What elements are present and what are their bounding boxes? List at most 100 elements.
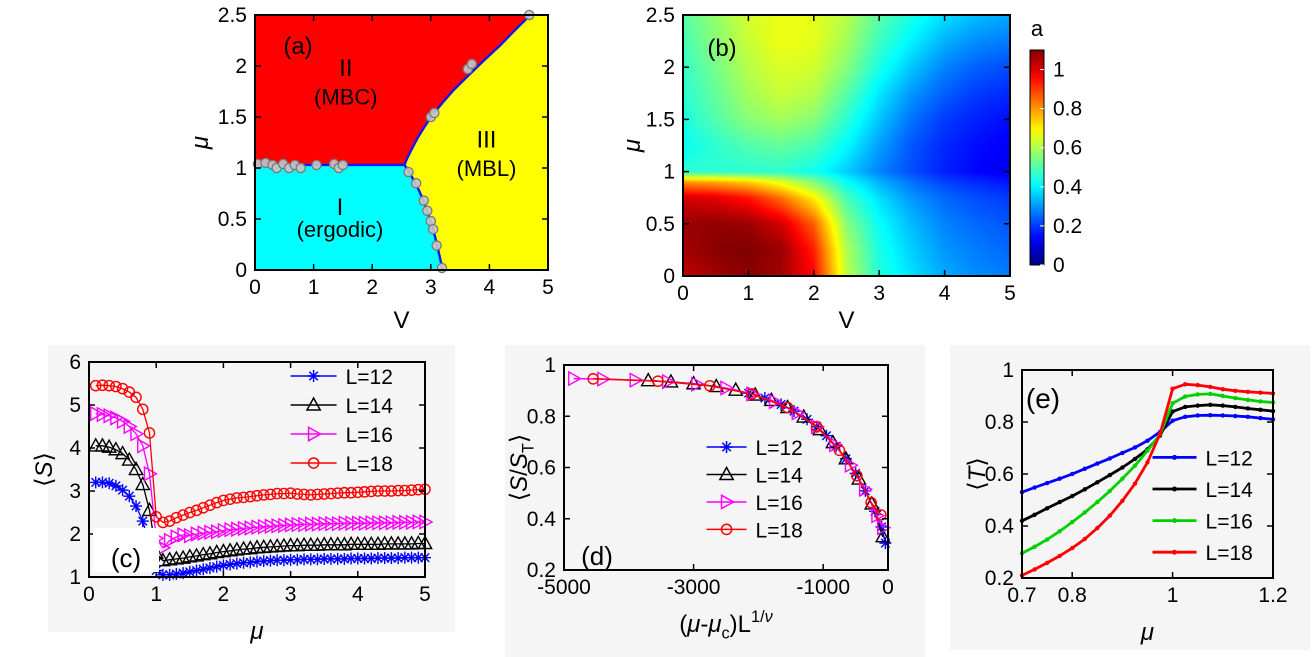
- y-tick-label: 1: [1002, 359, 1014, 382]
- y-tick-label: 0.5: [646, 213, 675, 236]
- y-tick-label: 0.2: [985, 567, 1014, 590]
- panel-letter: (c): [111, 543, 141, 573]
- y-tick-label: 1.5: [646, 108, 675, 131]
- x-tick-label: -3000: [667, 576, 721, 599]
- legend-label: L=14: [1206, 479, 1254, 502]
- axes: 0 1 2 3 4 5 0 0.5 1 1.5 2 2.5: [218, 4, 554, 299]
- legend-label: L=16: [1206, 511, 1253, 534]
- colorbar-tick-label: 0.2: [1053, 215, 1082, 238]
- phase-regions: [255, 15, 548, 270]
- transition-points: [252, 9, 535, 274]
- y-tick-label: 0: [663, 265, 675, 288]
- legend-label: L=14: [756, 464, 804, 487]
- x-tick-label: 3: [425, 276, 437, 299]
- legend: L=12 L=14 L=16 L=18: [1152, 447, 1254, 565]
- colorbar-title: a: [1031, 16, 1044, 41]
- y-axis-label: μ: [187, 136, 214, 150]
- axes: 0.7 0.8 1 1.2 0.2 0.4 0.6 0.8 1: [985, 359, 1288, 607]
- x-tick-label: 5: [1004, 282, 1016, 305]
- series-group: [1019, 382, 1276, 578]
- heatmap-canvas: [683, 15, 1010, 276]
- panel-letter: (e): [1026, 383, 1060, 414]
- legend-item: L=16: [1152, 511, 1253, 534]
- x-axis-label: V: [838, 307, 854, 334]
- x-tick-label: 5: [542, 276, 554, 299]
- x-tick-label: 1: [150, 583, 162, 606]
- chart-svg: I(ergodic) II (MBC) III (MBL) 0 1 2 3 4 5 0 0.5 1 1.5 2…: [187, 4, 554, 334]
- x-tick-label: 2: [366, 276, 378, 299]
- x-tick-label: 2: [808, 282, 820, 305]
- panel-letter: (a): [283, 33, 312, 60]
- legend-item: L=12: [706, 437, 803, 460]
- x-axis-label: V: [393, 307, 409, 334]
- chart-svg: -5000 -3000 -1000 0 0.2 0.4 0.6 0.8 1 (μ-μc)L1/ν ⟨…: [506, 354, 894, 643]
- panel-d-scaling-collapse-chart: -5000 -3000 -1000 0 0.2 0.4 0.6 0.8 1 (μ-μc)L1/ν ⟨…: [505, 345, 925, 657]
- y-axis-label: ⟨S⟩: [31, 452, 58, 487]
- legend-label: L=12: [1206, 447, 1253, 470]
- series-L=12: [1019, 413, 1276, 495]
- x-tick-label: 3: [285, 583, 297, 606]
- legend-item: L=14: [706, 464, 804, 487]
- legend-item: L=12: [290, 366, 393, 389]
- axes: 0 1 2 3 4 5 0 0.5 1 1.5 2 2.5: [646, 4, 1016, 305]
- x-axis-label: μ: [1140, 619, 1154, 646]
- colorbar-tick-label: 1: [1053, 59, 1065, 82]
- region-label: I: [337, 194, 344, 221]
- y-tick-label: 0.6: [527, 457, 556, 480]
- y-tick-label: 2: [235, 55, 247, 78]
- x-tick-label: 0: [882, 576, 894, 599]
- x-tick-label: 4: [352, 583, 364, 606]
- y-tick-label: 1: [235, 157, 247, 180]
- y-tick-label: 0: [235, 259, 247, 282]
- series-L=18: [1019, 382, 1276, 578]
- y-tick-label: 1.5: [218, 106, 247, 129]
- x-tick-label: 0.8: [1058, 584, 1087, 607]
- panel-c-entropy-chart: 0 1 2 3 4 5 1 2 3 4 5 6 μ ⟨S⟩ L=12 L=14 L=16 L=18 (c): [31, 345, 455, 645]
- x-tick-label: 1: [1167, 584, 1179, 607]
- colorbar-tick-label: 0.4: [1053, 176, 1083, 199]
- y-tick-label: 0.2: [527, 559, 556, 582]
- legend-label: L=12: [756, 437, 803, 460]
- region-sublabel: (MBC): [314, 85, 378, 110]
- legend-item: L=18: [706, 519, 803, 542]
- x-tick-label: 4: [939, 282, 951, 305]
- y-tick-label: 1: [544, 354, 556, 377]
- y-tick-label: 0.8: [985, 411, 1014, 434]
- series-L=18: [89, 379, 431, 529]
- legend-label: L=12: [346, 366, 393, 389]
- x-tick-label: 0: [677, 282, 689, 305]
- panel-letter: (d): [581, 541, 613, 571]
- colorbar-tick-label: 0: [1053, 254, 1065, 277]
- y-tick-label: 2.5: [646, 4, 675, 27]
- y-axis-label: ⟨T⟩: [964, 457, 991, 490]
- panel-e-transmission-chart: 0.7 0.8 1 1.2 0.2 0.4 0.6 0.8 1 μ ⟨T⟩ L=12 L=14 L=16 L…: [950, 345, 1310, 650]
- y-tick-label: 2: [663, 56, 675, 79]
- y-tick-label: 2.5: [218, 4, 247, 27]
- series-L=16: [1019, 391, 1276, 556]
- legend-label: L=18: [1206, 542, 1253, 565]
- legend-label: L=16: [756, 492, 803, 515]
- x-tick-label: 0: [83, 583, 95, 606]
- y-axis-label: ⟨S/ST⟩: [506, 434, 538, 501]
- y-tick-label: 0.6: [985, 463, 1014, 486]
- legend-label: L=18: [346, 453, 393, 476]
- x-tick-label: 0.7: [1007, 584, 1036, 607]
- x-axis-label: μ: [249, 618, 263, 645]
- x-tick-label: 1.2: [1258, 584, 1287, 607]
- x-tick-label: 5: [419, 583, 431, 606]
- colorbar-tick-label: 0.8: [1053, 98, 1082, 121]
- y-tick-label: 0.5: [218, 208, 247, 231]
- y-axis-label: μ: [619, 139, 646, 153]
- legend-item: L=12: [1152, 447, 1253, 470]
- legend-item: L=18: [1152, 542, 1253, 565]
- y-tick-label: 3: [69, 480, 81, 503]
- legend-item: L=16: [706, 492, 803, 515]
- y-tick-label: 0.8: [527, 405, 556, 428]
- legend: L=12 L=14 L=16 L=18: [290, 366, 393, 476]
- region-label: III: [476, 126, 496, 153]
- region-sublabel: (MBL): [457, 156, 517, 181]
- series-L=18: [587, 373, 887, 521]
